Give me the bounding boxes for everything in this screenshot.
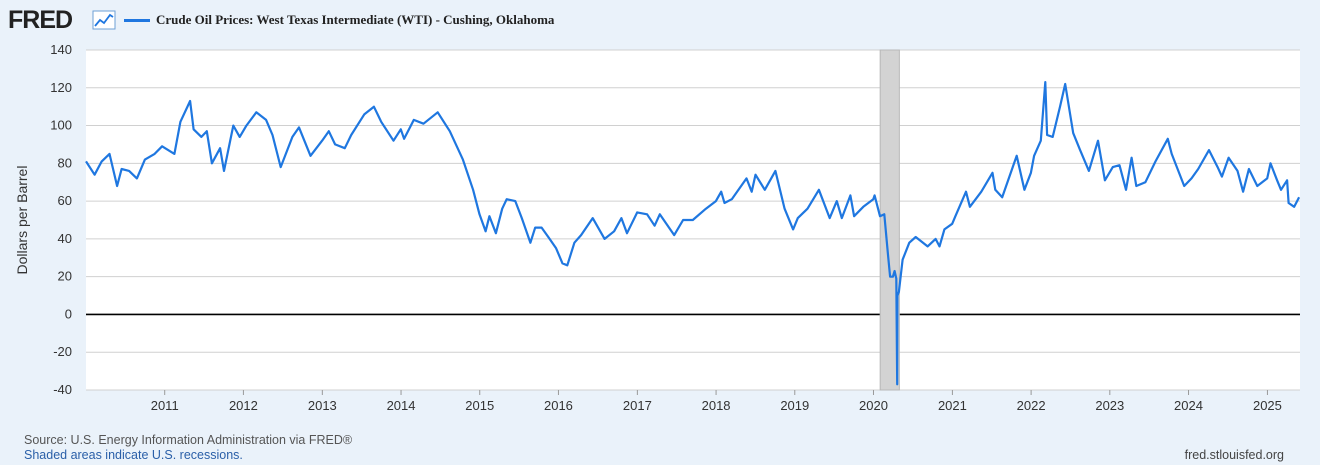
y-tick-label: 40 (58, 231, 72, 246)
x-tick-label: 2023 (1095, 398, 1124, 413)
x-tick-label: 2015 (465, 398, 494, 413)
y-tick-label: -40 (53, 382, 72, 397)
x-tick-label: 2013 (308, 398, 337, 413)
y-tick-label: 100 (50, 118, 72, 133)
series-group (85, 80, 1301, 386)
x-tick-labels: 2011 2012 2013 2014 2015 2016 2017 2018 2019 2020… (151, 390, 1282, 413)
x-tick-label: 2018 (702, 398, 731, 413)
x-tick-label: 2012 (229, 398, 258, 413)
series-line-wti[interactable] (85, 80, 1301, 386)
x-tick-label: 2025 (1253, 398, 1282, 413)
recession-note: Shaded areas indicate U.S. recessions. (24, 448, 243, 462)
x-tick-label: 2014 (387, 398, 416, 413)
y-tick-label: 0 (65, 306, 72, 321)
y-tick-label: 140 (50, 42, 72, 57)
y-tick-label: 20 (58, 269, 72, 284)
legend-swatch (124, 18, 150, 22)
source-note: Source: U.S. Energy Information Administ… (24, 433, 353, 447)
y-tick-label: 80 (58, 155, 72, 170)
recession-band (879, 49, 900, 391)
fred-url-link[interactable]: fred.stlouisfed.org (1184, 448, 1284, 462)
chart-legend[interactable]: Crude Oil Prices: West Texas Intermediat… (124, 12, 554, 28)
x-tick-label: 2020 (859, 398, 888, 413)
grid-lines (86, 49, 1300, 391)
x-tick-label: 2021 (938, 398, 967, 413)
chart-title: Crude Oil Prices: West Texas Intermediat… (156, 12, 555, 27)
fred-logo[interactable]: FRED (8, 6, 73, 34)
y-tick-label: -20 (53, 344, 72, 359)
x-tick-label: 2022 (1017, 398, 1046, 413)
x-tick-label: 2016 (544, 398, 573, 413)
y-tick-label: 120 (50, 80, 72, 95)
x-tick-label: 2019 (780, 398, 809, 413)
y-tick-labels: 140 120 100 80 60 40 20 0 -20 -40 (50, 42, 72, 397)
x-tick-label: 2011 (151, 398, 179, 413)
x-tick-label: 2024 (1174, 398, 1203, 413)
chart-line-icon (92, 10, 116, 30)
x-tick-label: 2017 (623, 398, 652, 413)
recession-shading (879, 49, 900, 391)
y-tick-label: 60 (58, 193, 72, 208)
